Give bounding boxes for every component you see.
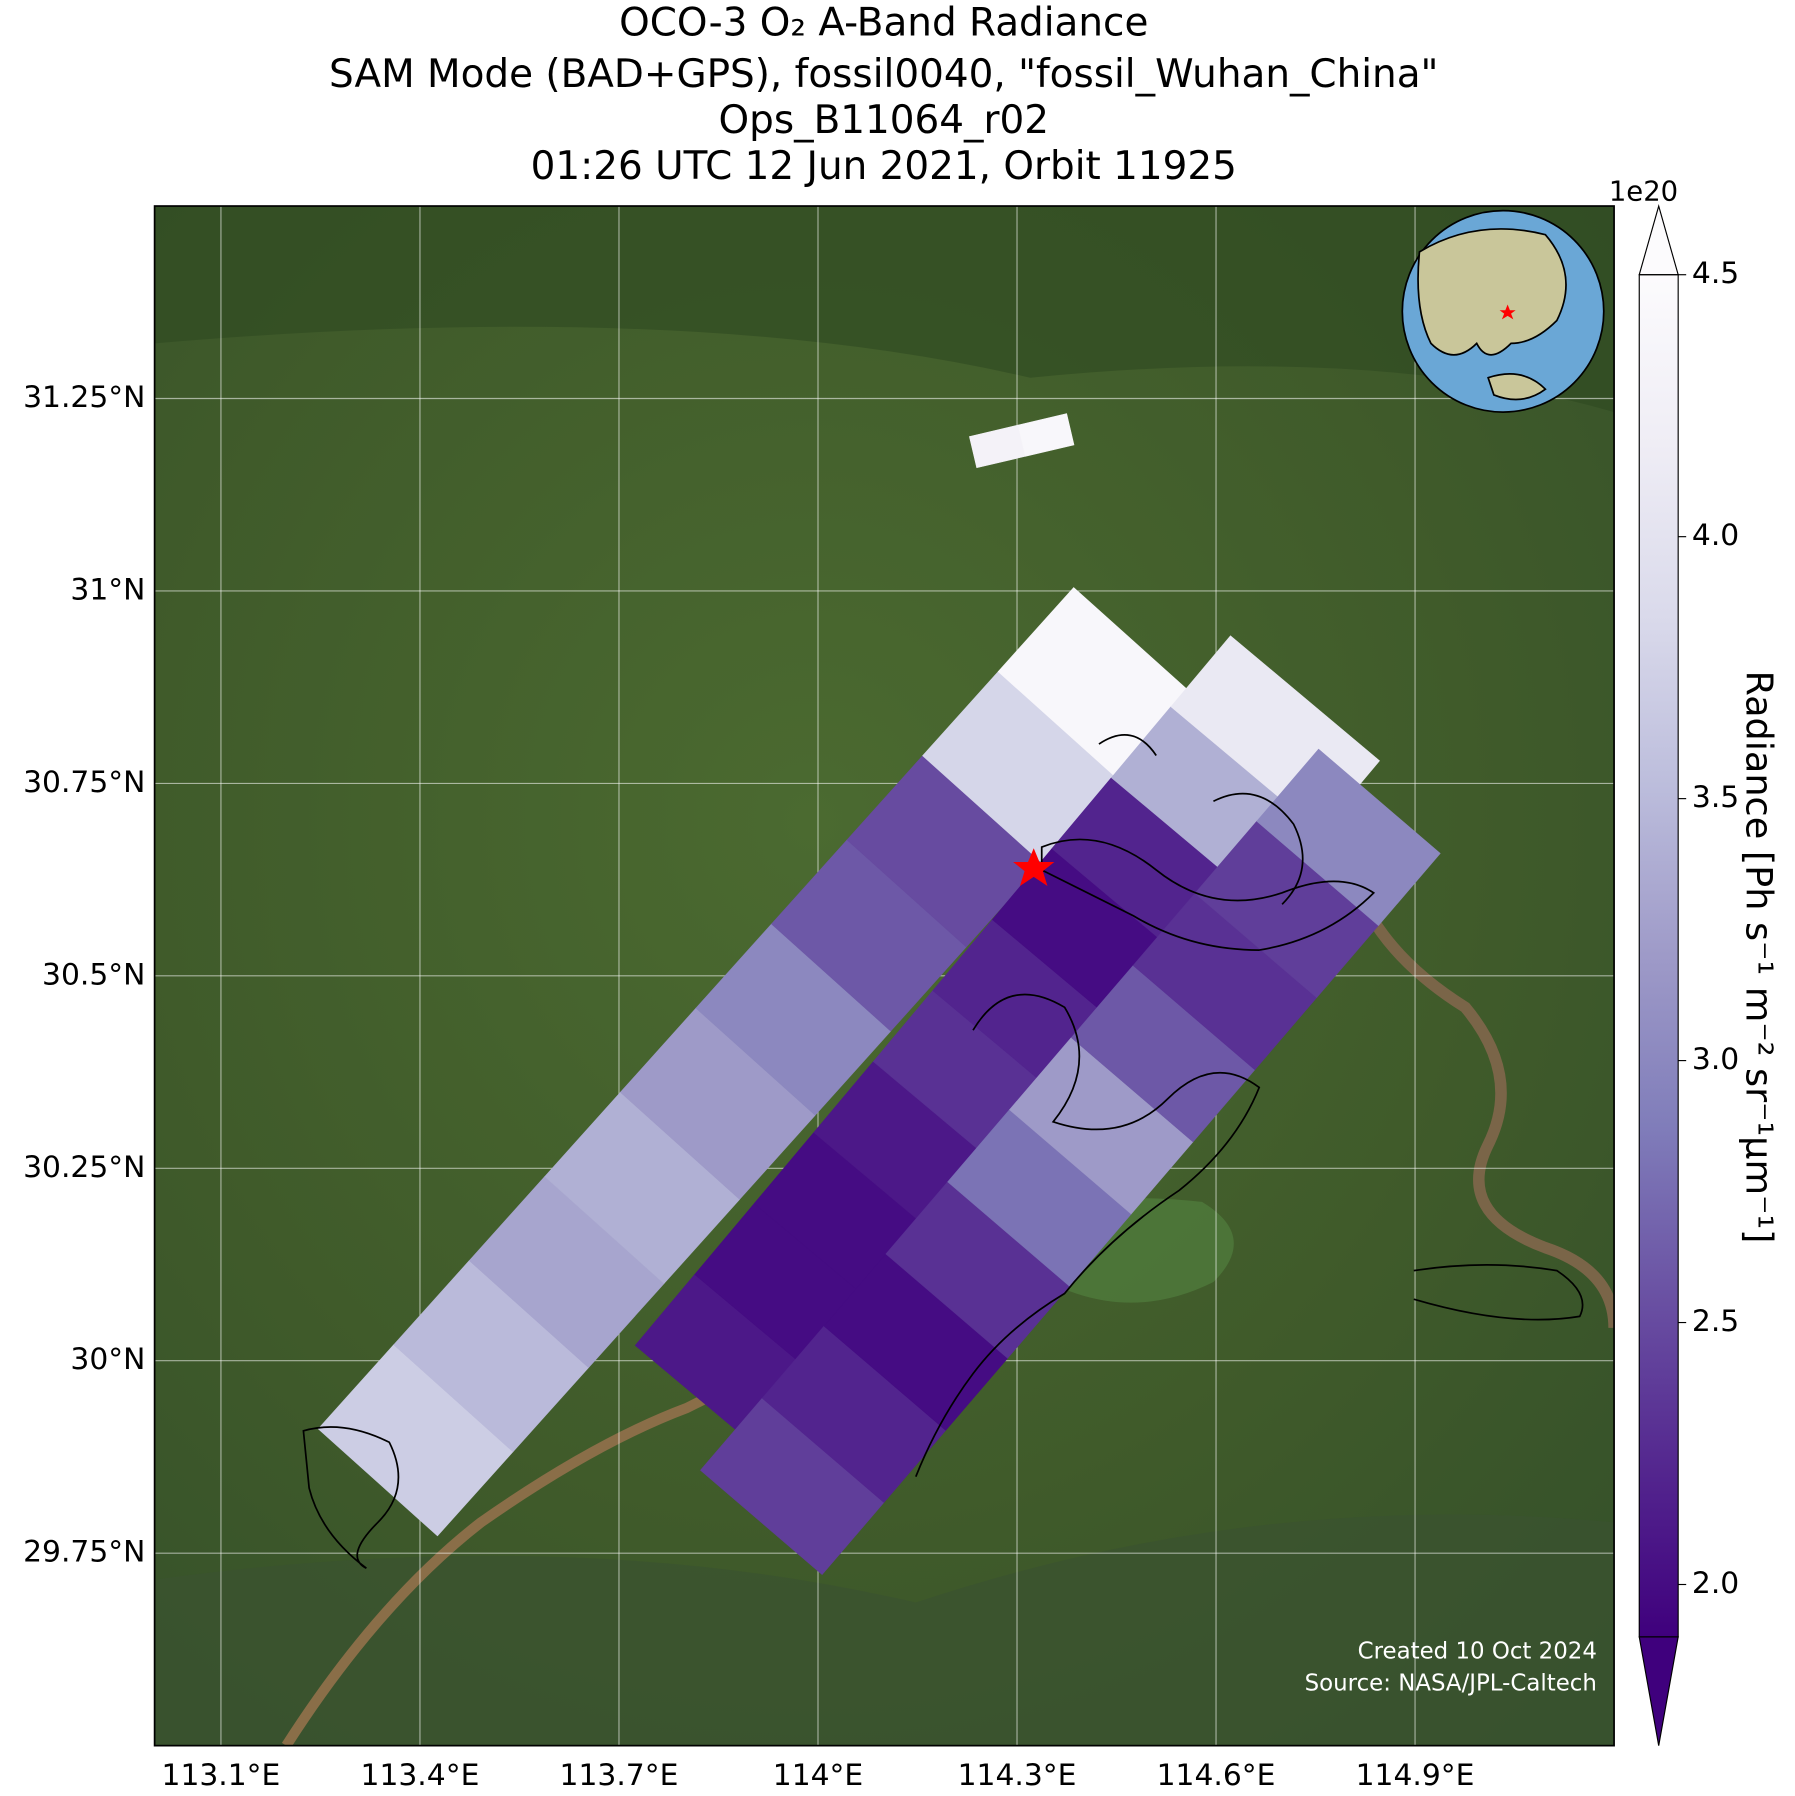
- lake-outline: [915, 993, 1261, 1477]
- x-tick-label: 113.7°E: [560, 1758, 679, 1793]
- river: [1345, 868, 1615, 1329]
- colorbar-frame: [1638, 274, 1679, 1638]
- title-line: OCO-3 O₂ A-Band Radiance: [619, 1, 1148, 46]
- x-tick-label: 113.1°E: [162, 1758, 281, 1793]
- title-line: Ops_B11064_r02: [719, 98, 1049, 143]
- colorbar-tick-label: 4.0: [1692, 518, 1739, 553]
- colorbar-bar: [1639, 274, 1679, 1637]
- swath-cell: [1256, 748, 1441, 926]
- swath-cell: [1017, 413, 1075, 457]
- colorbar-tick-label: 2.5: [1692, 1304, 1739, 1339]
- lake-outline: [302, 1426, 400, 1569]
- x-tick-label: 114.9°E: [1356, 1758, 1475, 1793]
- globe-inset: [1401, 209, 1605, 413]
- globe-land: [1487, 373, 1547, 401]
- lake-outline: [1098, 734, 1304, 905]
- x-tick-label: 114.6°E: [1157, 1758, 1276, 1793]
- x-tick-label: 114°E: [773, 1758, 863, 1793]
- y-tick-label: 30.75°N: [23, 765, 145, 800]
- globe-land: [1417, 228, 1567, 356]
- colorbar-label: Radiance [Ph s⁻¹ m⁻² sr⁻¹μm⁻¹]: [1738, 670, 1781, 1243]
- lake-outline: [1413, 1264, 1584, 1321]
- credit-text: Source: NASA/JPL-Caltech: [1305, 1670, 1597, 1696]
- title-line: 01:26 UTC 12 Jun 2021, Orbit 11925: [531, 144, 1237, 189]
- terrain-shade: [154, 1514, 1615, 1746]
- y-tick-label: 30°N: [70, 1342, 145, 1377]
- credit-text: Created 10 Oct 2024: [1358, 1638, 1597, 1664]
- terrain-shade: [154, 206, 1615, 413]
- y-tick-label: 31.25°N: [23, 380, 145, 415]
- title-line: SAM Mode (BAD+GPS), fossil0040, "fossil_…: [329, 52, 1438, 97]
- colorbar-tick-label: 2.0: [1692, 1566, 1739, 1601]
- globe-star: [1499, 304, 1516, 320]
- colorbar-tick-label: 3.5: [1692, 780, 1739, 815]
- colorbar-extend: [1638, 203, 1679, 276]
- y-tick-label: 31°N: [70, 572, 145, 607]
- colorbar-tick-label: 4.5: [1692, 256, 1739, 291]
- y-tick-label: 30.5°N: [42, 957, 145, 992]
- colorbar-tick-label: 3.0: [1692, 1042, 1739, 1077]
- y-tick-label: 30.25°N: [23, 1150, 145, 1185]
- y-tick-label: 29.75°N: [23, 1535, 145, 1570]
- map-frame: [153, 205, 1615, 1747]
- x-tick-label: 113.4°E: [361, 1758, 480, 1793]
- river-outline: [1040, 838, 1376, 951]
- x-tick-label: 114.3°E: [958, 1758, 1077, 1793]
- target-star: [1013, 848, 1055, 886]
- colorbar: 2.0 2.5 3.0 3.5 4.0 4.5: [1638, 203, 1739, 1746]
- map-area: Created 10 Oct 2024 Source: NASA/JPL-Cal…: [154, 206, 1615, 1746]
- colorbar-scale: 1e20: [1609, 176, 1678, 207]
- colorbar-extend: [1638, 1636, 1679, 1746]
